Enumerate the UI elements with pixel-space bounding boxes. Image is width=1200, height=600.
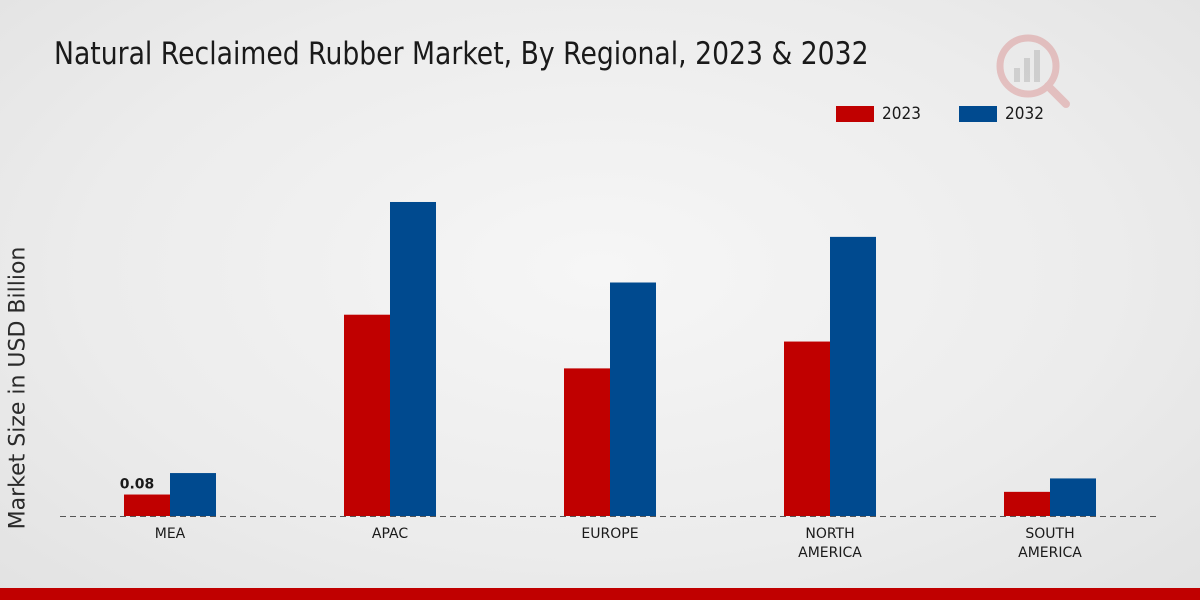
bar-2032-mea xyxy=(170,473,216,516)
brand-logo-icon xyxy=(996,34,1070,108)
bar-2023-mea xyxy=(124,494,170,516)
x-tick-label-south-america-line2: AMERICA xyxy=(1018,545,1082,561)
data-label-2023-mea: 0.08 xyxy=(120,477,155,493)
bar-2023-south-america xyxy=(1004,491,1050,516)
bar-2032-south-america xyxy=(1050,478,1096,516)
bar-2023-north-america xyxy=(784,341,830,516)
bar-2032-europe xyxy=(610,282,656,516)
legend-label-2023: 2023 xyxy=(882,104,921,124)
x-tick-label-europe: EUROPE xyxy=(581,526,638,542)
bar-2023-apac xyxy=(344,314,390,516)
x-tick-label-north-america-line2: AMERICA xyxy=(798,545,862,561)
legend-item-2032: 2032 xyxy=(959,104,1048,124)
legend-swatch-2032 xyxy=(959,106,998,122)
chart-legend: 2023 2032 xyxy=(836,104,1049,124)
x-tick-label-south-america-line1: SOUTH xyxy=(1025,526,1074,542)
x-tick-label-mea: MEA xyxy=(155,526,186,542)
legend-item-2023: 2023 xyxy=(836,104,925,124)
bar-2032-apac xyxy=(390,201,436,516)
chart-title: Natural Reclaimed Rubber Market, By Regi… xyxy=(54,36,869,72)
x-tick-label-north-america-line1: NORTH xyxy=(805,526,854,542)
bar-2032-north-america xyxy=(830,236,876,516)
bar-2023-europe xyxy=(564,368,610,516)
x-tick-label-apac: APAC xyxy=(372,526,408,542)
bottom-accent-bar xyxy=(0,588,1200,600)
legend-swatch-2023 xyxy=(836,106,874,122)
legend-label-2032: 2032 xyxy=(1005,104,1045,124)
